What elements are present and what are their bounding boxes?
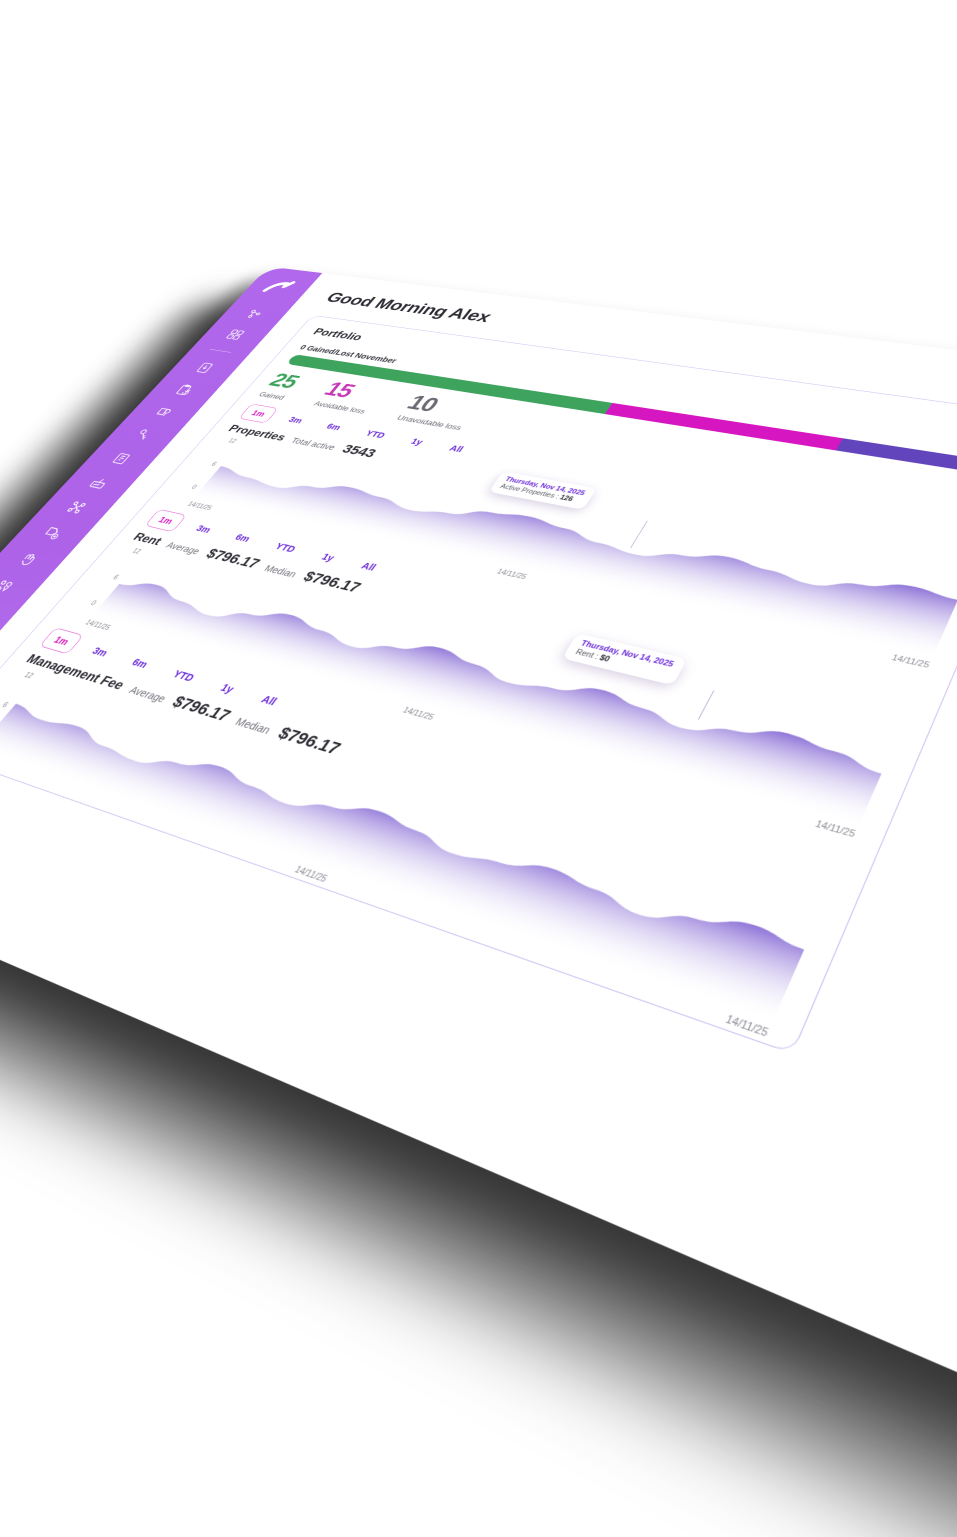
ytick: 12: [218, 436, 237, 444]
filter-chip-rent-1m[interactable]: 1m: [145, 509, 188, 532]
filter-chip-1m[interactable]: 1m: [238, 404, 278, 424]
filter-chip-mgmt-1y[interactable]: 1y: [205, 674, 250, 703]
arrow-logo[interactable]: [259, 278, 298, 297]
metric-rent-name: Rent: [130, 531, 165, 549]
metric-mgmt-stat-label: Median: [233, 716, 273, 736]
grid-dashboard-icon[interactable]: [221, 327, 250, 342]
metric-properties-value: 3543: [339, 442, 380, 461]
clipboard-check-icon[interactable]: [170, 382, 200, 398]
metric-rent-stat-label: Median: [262, 563, 299, 579]
ytick: 12: [13, 669, 34, 680]
metric-mgmt-sublabel: Average: [127, 684, 169, 704]
users-icon[interactable]: [0, 575, 21, 596]
location-pin-icon[interactable]: [149, 404, 180, 421]
filter-chip-6m[interactable]: 6m: [313, 417, 355, 438]
filter-chip-3m[interactable]: 3m: [275, 410, 316, 430]
filter-chip-rent-1y[interactable]: 1y: [307, 545, 350, 570]
filter-chip-1y[interactable]: 1y: [397, 431, 437, 452]
key-icon[interactable]: [127, 426, 158, 443]
tablet-device: Good Morning Alex Portfolio 0 Gained/Los…: [0, 267, 957, 1537]
filter-chip-mgmt-6m[interactable]: 6m: [117, 649, 164, 678]
filter-chip-rent-all[interactable]: All: [346, 554, 391, 580]
sidebar-divider-top: [210, 349, 231, 353]
stat-unavoidable-loss: 10 Unavoidable loss: [395, 393, 480, 432]
metric-rent-sublabel: Average: [164, 540, 202, 556]
ytick: 0: [178, 482, 198, 491]
tooltip-properties-value: 126: [558, 495, 574, 503]
filter-chip-rent-6m[interactable]: 6m: [221, 526, 265, 550]
document-icon[interactable]: [190, 360, 220, 376]
stat-gained: 25 Gained: [257, 371, 304, 401]
filter-chip-rent-3m[interactable]: 3m: [182, 517, 225, 541]
filter-chip-ytd[interactable]: YTD: [352, 423, 399, 445]
stat-gained-value: 25: [265, 371, 304, 392]
ytick: 6: [0, 697, 10, 709]
tooltip-rent-value: $0: [598, 654, 612, 664]
network-icon[interactable]: [240, 307, 269, 322]
filter-chip-mgmt-3m[interactable]: 3m: [77, 638, 123, 666]
tools-icon[interactable]: [60, 498, 92, 517]
signature-icon[interactable]: [83, 474, 115, 493]
hand-icon[interactable]: [12, 549, 45, 570]
ytick: 6: [198, 459, 218, 467]
book-icon[interactable]: [106, 450, 137, 468]
tag-plus-icon[interactable]: [37, 523, 70, 543]
filter-chip-mgmt-all[interactable]: All: [245, 685, 293, 715]
ytick: 6: [99, 571, 119, 581]
filter-chip-mgmt-1m[interactable]: 1m: [39, 627, 84, 654]
ytick: 0: [77, 597, 98, 607]
stat-avoidable-loss: 15 Avoidable loss: [312, 380, 384, 415]
filter-chip-rent-ytd[interactable]: YTD: [261, 535, 311, 561]
ytick: 12: [122, 546, 142, 556]
filter-chip-all[interactable]: All: [435, 438, 477, 460]
screenshot-stage: Good Morning Alex Portfolio 0 Gained/Los…: [0, 0, 957, 1024]
